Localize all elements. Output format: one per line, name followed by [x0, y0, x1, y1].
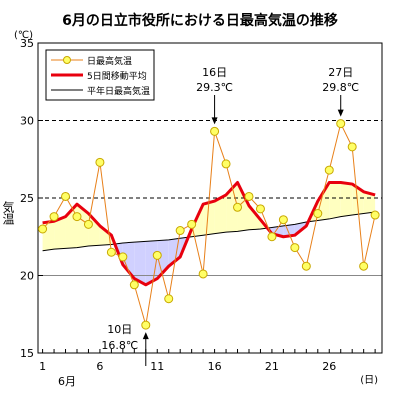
data-point [347, 142, 357, 152]
data-point [301, 261, 311, 271]
fill-above-normal [54, 216, 66, 250]
annotation-label: 16.8℃ [101, 339, 138, 352]
y-unit-label: (℃) [14, 30, 33, 41]
chart-title: 6月の日立市役所における日最高気温の推移 [62, 12, 338, 29]
fill-above-normal [352, 184, 364, 216]
series-line-daily [42, 122, 376, 326]
data-point [370, 210, 380, 220]
month-label: 6月 [58, 375, 76, 388]
data-point [221, 159, 231, 169]
annotation-label: 29.8℃ [322, 81, 359, 94]
data-point [38, 224, 48, 234]
data-point [198, 269, 208, 279]
series-line-normal [42, 211, 376, 252]
fill-below-normal [122, 242, 135, 279]
fill-above-normal [214, 194, 227, 234]
fill-above-normal [99, 225, 112, 246]
fill-above-normal [248, 205, 261, 230]
x-tick-label: 26 [322, 360, 336, 373]
annotation-arrowhead [211, 117, 218, 125]
data-point [164, 294, 174, 304]
data-point [210, 126, 220, 136]
y-tick-label: 35 [20, 37, 34, 50]
y-tick-label: 15 [20, 347, 34, 360]
legend-label-moving-average: 5日間移動平均 [87, 70, 147, 82]
data-point [324, 165, 334, 175]
fill-below-normal [134, 241, 146, 285]
data-point [233, 202, 243, 212]
data-point [267, 232, 277, 242]
annotation-arrowhead [142, 332, 149, 340]
annotation-label: 29.3℃ [196, 81, 233, 94]
data-point [152, 250, 162, 260]
y-tick-label: 30 [20, 115, 34, 128]
x-tick-label: 6 [96, 360, 103, 373]
fill-above-normal [237, 182, 249, 232]
data-point [83, 219, 93, 229]
data-point [244, 191, 254, 201]
data-point [118, 252, 128, 262]
legend-label-daily: 日最高気温 [87, 55, 132, 67]
data-point [129, 280, 139, 290]
y-axis-label: 気温 [1, 200, 15, 225]
x-tick-label: 21 [265, 360, 279, 373]
x-tick-label: 11 [150, 360, 164, 373]
data-point [141, 320, 151, 330]
annotation-label: 27日 [328, 66, 353, 79]
legend-label-normal: 平年日最高気温 [87, 85, 150, 97]
fill-above-normal [203, 201, 215, 236]
data-point [106, 247, 116, 257]
y-tick-label: 20 [20, 270, 34, 283]
x-tick-label: 16 [208, 360, 222, 373]
data-point [336, 119, 346, 129]
data-point [313, 209, 323, 218]
x-tick-label: 1 [39, 360, 46, 373]
fill-above-normal [340, 182, 353, 217]
y-tick-label: 25 [20, 192, 34, 205]
x-unit-label: (日) [360, 375, 378, 386]
data-point [95, 157, 105, 167]
data-point [290, 243, 300, 253]
annotation-label: 10日 [107, 323, 132, 336]
data-point [49, 212, 59, 222]
data-point [175, 226, 185, 236]
fill-above-normal [363, 191, 376, 214]
annotation-label: 16日 [202, 66, 227, 79]
legend-marker-daily [63, 56, 71, 64]
data-point [278, 215, 288, 225]
data-point [255, 204, 265, 214]
data-point [359, 261, 369, 271]
data-point [61, 191, 71, 201]
data-point [72, 212, 82, 222]
data-point [187, 219, 197, 229]
annotation-arrowhead [337, 109, 344, 117]
fill-above-normal [329, 182, 341, 219]
